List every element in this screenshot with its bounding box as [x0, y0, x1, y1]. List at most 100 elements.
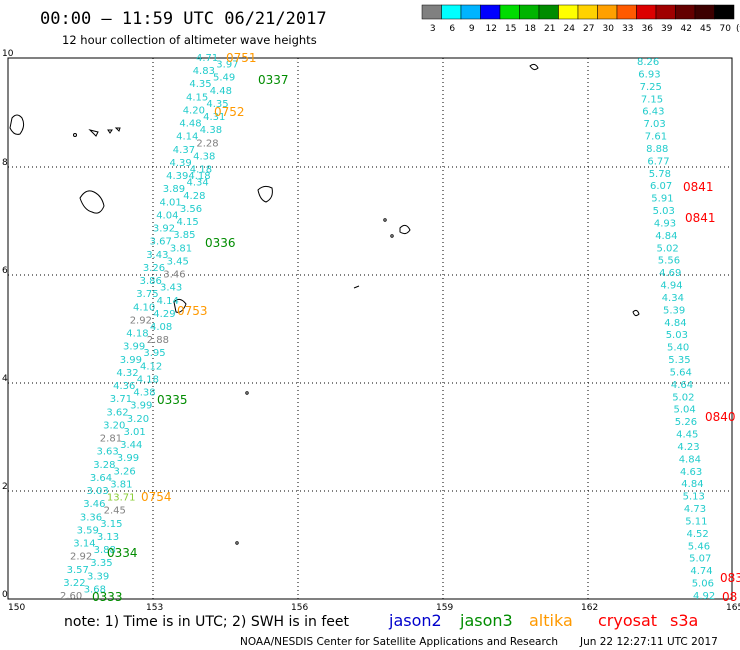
colorbar-label: 70: [719, 24, 731, 34]
wave-height-value: 4.45: [676, 430, 698, 441]
pass-time-label: 0840: [705, 410, 736, 424]
wave-height-value: 3.68: [84, 584, 106, 595]
wave-height-value: 4.34: [662, 293, 684, 304]
island-shape: [399, 224, 411, 235]
wave-height-value: 3.56: [180, 204, 202, 215]
wave-height-value: 3.14: [73, 539, 95, 550]
colorbar-swatch: [558, 4, 579, 20]
colorbar-label: 3: [430, 24, 436, 34]
wave-height-value: 3.75: [136, 289, 158, 300]
colorbar-label: 27: [583, 24, 594, 34]
wave-height-value: 5.11: [685, 517, 707, 528]
wave-height-value: 6.07: [650, 181, 672, 192]
wave-height-value: 4.35: [206, 99, 228, 110]
wave-height-value: 6.93: [638, 69, 660, 80]
wave-height-value: 4.12: [140, 361, 162, 372]
wave-height-value: 3.03: [87, 486, 109, 497]
wave-height-value: 13.71: [107, 493, 136, 504]
wave-height-value: 5.40: [667, 343, 689, 354]
wave-height-value: 4.52: [687, 529, 709, 540]
colorbar-label: 15: [505, 24, 516, 34]
colorbar-label: 21: [544, 24, 555, 34]
wave-height-value: 3.26: [143, 263, 165, 274]
wave-height-value: 4.15: [186, 92, 208, 103]
colorbar-swatch: [597, 4, 618, 20]
wave-height-value: 4.84: [679, 454, 701, 465]
wave-height-value: 4.34: [187, 178, 209, 189]
wave-height-value: 2.45: [104, 506, 126, 517]
colorbar-label: 42: [680, 24, 691, 34]
colorbar-swatch: [636, 4, 657, 20]
plot-frame: [7, 57, 733, 600]
wave-height-value: 4.37: [173, 145, 195, 156]
island-shape: [245, 391, 249, 395]
lon-tick-label: 156: [291, 603, 308, 613]
legend-jason2: jason2: [388, 611, 442, 630]
wave-height-value: 5.03: [666, 330, 688, 341]
wave-height-value: 3.62: [106, 407, 128, 418]
wave-height-value: 3.81: [170, 243, 192, 254]
wave-height-value: 2.88: [147, 335, 169, 346]
wave-height-value: 3.01: [124, 427, 146, 438]
wave-height-value: 2.28: [196, 138, 218, 149]
wave-height-value: 4.63: [680, 467, 702, 478]
wave-height-value: 4.31: [203, 112, 225, 123]
lat-tick-label: 0: [2, 590, 8, 600]
island-shape: [383, 218, 387, 222]
wave-height-value: 4.92: [693, 591, 715, 602]
wave-height-value: 3.35: [90, 558, 112, 569]
lat-tick-label: 8: [2, 158, 8, 168]
wave-height-value: 4.29: [153, 309, 175, 320]
wave-height-value: 3.59: [77, 525, 99, 536]
wave-height-value: 2.92: [130, 315, 152, 326]
pass-time-label: 0751: [226, 51, 257, 65]
pass-time-label: 0334: [107, 546, 138, 560]
wave-height-value: 5.56: [658, 256, 680, 267]
wave-height-value: 4.73: [684, 504, 706, 515]
wave-height-value: 4.94: [660, 281, 682, 292]
colorbar-swatch: [538, 4, 559, 20]
wave-height-value: 5.91: [651, 194, 673, 205]
colorbar-label: 9: [469, 24, 475, 34]
pass-time-label: 0335: [157, 393, 188, 407]
colorbar-swatch: [714, 4, 735, 20]
wave-height-value: 4.14: [176, 132, 198, 143]
colorbar-swatch: [655, 4, 676, 20]
wave-height-value: 4.394.18: [166, 171, 211, 182]
wave-height-value: 2.60: [60, 591, 82, 602]
map-title: 00:00 – 11:59 UTC 06/21/2017: [40, 9, 327, 29]
colorbar-swatch: [421, 4, 442, 20]
wave-height-value: 3.95: [143, 348, 165, 359]
wave-height-value: 3.20: [127, 414, 149, 425]
wave-height-value: 4.83: [193, 66, 215, 77]
wave-height-value: 3.43: [146, 250, 168, 261]
wave-height-value: 4.84: [664, 318, 686, 329]
wave-height-value: 4.01: [160, 197, 182, 208]
island-shape: [632, 309, 640, 317]
latitude-axis: 0 2 4 6 8 10: [2, 49, 14, 600]
wave-height-value: 3.67: [150, 237, 172, 248]
wave-height-value: 3.97: [216, 60, 238, 71]
wave-height-value: 4.84: [681, 479, 703, 490]
wave-height-value: 4.39: [170, 158, 192, 169]
wave-height-value: 3.20: [103, 420, 125, 431]
colorbar-swatch: [694, 4, 715, 20]
wave-height-value: 4.04: [156, 211, 178, 222]
wave-height-value: 2.92: [70, 552, 92, 563]
wave-height-value: 3.85: [173, 230, 195, 241]
colorbar-swatch: [675, 4, 696, 20]
wave-height-value: 4.08: [150, 322, 172, 333]
lon-tick-label: 159: [436, 603, 453, 613]
wave-height-value: 3.36: [80, 512, 102, 523]
island-shape: [88, 129, 99, 137]
pass-time-label: 0336: [205, 236, 236, 250]
wave-height-value: 5.78: [649, 169, 671, 180]
colorbar-unit: (ft): [736, 24, 740, 34]
legend-cryosat: cryosat: [598, 611, 657, 630]
pass-time-label: 08: [722, 590, 737, 604]
wave-height-value: 5.03: [653, 206, 675, 217]
wave-height-value: 3.71: [110, 394, 132, 405]
wave-height-value: 4.32: [116, 368, 138, 379]
satellite-track-west: 4.713.974.835.494.354.484.154.354.204.31…: [60, 53, 239, 602]
